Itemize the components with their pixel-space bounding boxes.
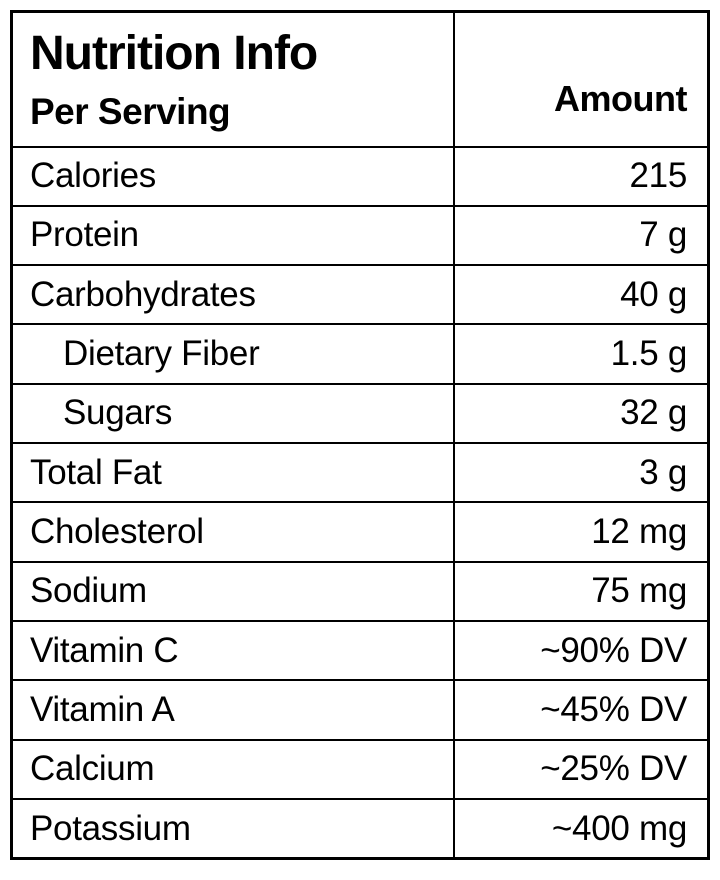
nutrition-table: Nutrition Info Per Serving Amount Calori… — [10, 10, 710, 860]
table-row: Cholesterol 12 mg — [10, 501, 710, 563]
nutrient-label: Total Fat — [10, 442, 456, 504]
nutrient-value: 32 g — [453, 382, 710, 445]
nutrient-label: Cholesterol — [10, 501, 456, 563]
nutrition-table-body: Calories 215 Protein 7 g Carbohydrates 4… — [10, 145, 710, 860]
nutrient-label: Dietary Fiber — [10, 323, 456, 385]
nutrient-label: Sugars — [10, 382, 456, 445]
nutrient-value: ~400 mg — [453, 798, 710, 860]
table-row: Vitamin A ~45% DV — [10, 679, 710, 741]
nutrient-label: Calories — [10, 145, 456, 207]
amount-column-header: Amount — [453, 10, 710, 148]
table-row: Dietary Fiber 1.5 g — [10, 323, 710, 385]
nutrient-label: Calcium — [10, 738, 456, 801]
table-row: Calories 215 — [10, 145, 710, 207]
nutrient-value: 75 mg — [453, 560, 710, 623]
nutrient-label: Sodium — [10, 560, 456, 623]
nutrient-value: 215 — [453, 145, 710, 207]
nutrient-value: 40 g — [453, 264, 710, 326]
nutrient-label: Vitamin A — [10, 679, 456, 741]
nutrient-label: Carbohydrates — [10, 264, 456, 326]
table-title: Nutrition Info — [30, 27, 318, 81]
table-row: Vitamin C ~90% DV — [10, 620, 710, 682]
nutrient-value: ~45% DV — [453, 679, 710, 741]
nutrient-label: Vitamin C — [10, 620, 456, 682]
table-row: Calcium ~25% DV — [10, 738, 710, 801]
nutrient-value: 12 mg — [453, 501, 710, 563]
table-subtitle: Per Serving — [30, 90, 231, 132]
nutrient-value: ~25% DV — [453, 738, 710, 801]
nutrient-value: 1.5 g — [453, 323, 710, 385]
nutrient-label: Potassium — [10, 798, 456, 860]
table-row: Carbohydrates 40 g — [10, 264, 710, 326]
table-row: Sugars 32 g — [10, 382, 710, 445]
header-row: Nutrition Info Per Serving Amount — [10, 10, 710, 148]
table-row: Protein 7 g — [10, 204, 710, 267]
nutrient-value: ~90% DV — [453, 620, 710, 682]
nutrient-value: 3 g — [453, 442, 710, 504]
table-row: Sodium 75 mg — [10, 560, 710, 623]
table-row: Total Fat 3 g — [10, 442, 710, 504]
table-title-cell: Nutrition Info Per Serving — [10, 10, 456, 148]
table-row: Potassium ~400 mg — [10, 798, 710, 860]
nutrient-label: Protein — [10, 204, 456, 267]
nutrient-value: 7 g — [453, 204, 710, 267]
